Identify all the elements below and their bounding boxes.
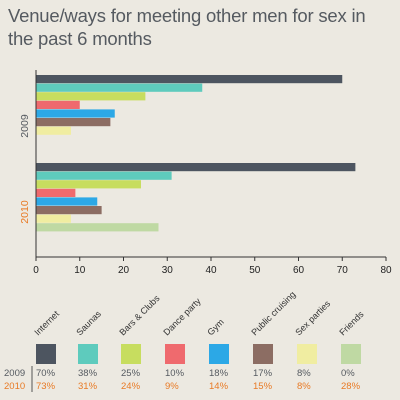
group-labels: 2009 2010: [19, 114, 31, 224]
x-tick-label: 80: [380, 265, 392, 276]
legend-swatch-saunas: [78, 344, 98, 364]
bar-2010-gym: [36, 197, 98, 206]
table-cell: 73%: [36, 381, 56, 392]
group-label-2009: 2009: [19, 114, 31, 138]
bar-2010-sex-parties: [36, 214, 71, 223]
legend-label-bars-clubs: Bars & Clubs: [117, 293, 162, 338]
table-cell: 8%: [297, 368, 311, 379]
bar-2009-public-cruising: [36, 118, 111, 127]
table-cell: 24%: [121, 381, 141, 392]
legend: Internet Saunas Bars & Clubs Dance party Gym…: [4, 289, 366, 392]
table-cell: 17%: [253, 368, 273, 379]
bar-2010-internet: [36, 163, 356, 172]
legend-swatch-gym: [209, 344, 229, 364]
legend-swatch-sex-parties: [297, 344, 317, 364]
table-cell: 70%: [36, 368, 56, 379]
x-tick-label: 60: [293, 265, 305, 276]
x-tick-label: 70: [337, 265, 349, 276]
legend-label-dance-party: Dance party: [161, 296, 203, 338]
table-cell: 9%: [165, 381, 179, 392]
x-tick-label: 20: [118, 265, 130, 276]
table-cell: 0%: [341, 368, 355, 379]
legend-swatch-internet: [36, 344, 56, 364]
chart-title: Venue/ways for meeting other men for sex…: [8, 5, 366, 49]
table-cell: 38%: [78, 368, 98, 379]
table-cell: 28%: [341, 381, 361, 392]
bar-2009-internet: [36, 75, 343, 84]
table-cell: 14%: [209, 381, 229, 392]
table-row-year-2009: 2009: [4, 368, 25, 379]
table-cell: 31%: [78, 381, 98, 392]
legend-swatch-friends: [341, 344, 361, 364]
table-cell: 25%: [121, 368, 141, 379]
x-tick-label: 50: [249, 265, 261, 276]
bars-layer: [36, 75, 356, 232]
bar-2009-bars-clubs: [36, 92, 146, 101]
legend-label-gym: Gym: [205, 317, 226, 338]
bar-2010-public-cruising: [36, 206, 102, 215]
x-tick-label: 40: [205, 265, 217, 276]
table-cell: 10%: [165, 368, 185, 379]
legend-label-sex-parties: Sex parties: [293, 298, 332, 337]
bar-2010-bars-clubs: [36, 180, 141, 189]
bar-2009-dance-party: [36, 100, 80, 109]
bar-2010-saunas: [36, 171, 172, 180]
bar-2009-sex-parties: [36, 126, 71, 135]
bar-2009-saunas: [36, 83, 203, 92]
bar-2010-friends: [36, 223, 159, 232]
table-cell: 8%: [297, 381, 311, 392]
table-cell: 18%: [209, 368, 229, 379]
x-tick-label: 10: [74, 265, 86, 276]
legend-label-friends: Friends: [337, 309, 366, 338]
bar-2010-dance-party: [36, 188, 76, 197]
legend-label-internet: Internet: [32, 308, 61, 337]
legend-swatch-dance-party: [165, 344, 185, 364]
table-row-year-2010: 2010: [4, 381, 25, 392]
legend-label-saunas: Saunas: [74, 308, 103, 337]
group-label-2010: 2010: [19, 200, 31, 224]
x-tick-label: 0: [33, 265, 39, 276]
legend-swatch-public-cruising: [253, 344, 273, 364]
x-axis: 0 10 20 30 40 50 60 70 80: [33, 70, 392, 276]
table-cell: 15%: [253, 381, 273, 392]
legend-swatch-bars-clubs: [121, 344, 141, 364]
x-tick-label: 30: [162, 265, 174, 276]
bar-2009-gym: [36, 109, 115, 118]
legend-label-public-cruising: Public cruising: [249, 289, 297, 337]
